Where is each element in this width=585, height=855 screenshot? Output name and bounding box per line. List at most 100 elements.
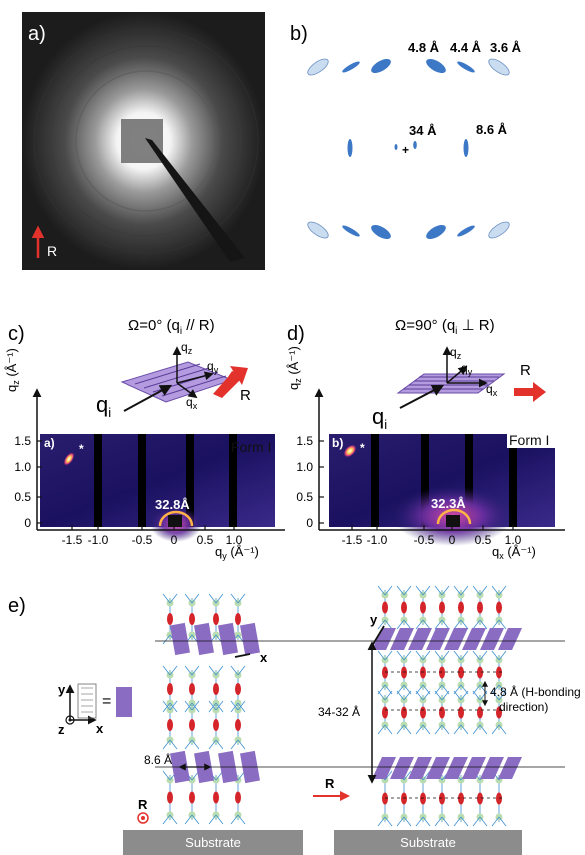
y-tick-label: 0.5 — [14, 490, 31, 504]
inset-label: b) — [332, 436, 343, 450]
hbond-node — [382, 601, 388, 614]
reflection-ellipse — [371, 225, 391, 239]
hbond-node — [401, 792, 407, 805]
lamella — [408, 628, 432, 650]
hbond-node — [382, 666, 388, 679]
d-spacing-34: 34 Å — [409, 123, 437, 138]
axis-x-label: x — [96, 721, 104, 736]
substrate-right-label: Substrate — [400, 835, 456, 850]
hbond-node — [235, 791, 241, 804]
substrate-left — [123, 830, 303, 855]
y-tick-label: 0 — [24, 516, 31, 530]
reflection-ellipse — [371, 59, 391, 73]
hbond-node — [477, 601, 483, 614]
hbond-node — [235, 683, 241, 695]
qy-axis-arrow — [446, 365, 468, 384]
reflection-ellipse — [347, 139, 353, 157]
x-tick-label: -0.5 — [414, 533, 435, 547]
reflection-ellipse — [307, 221, 329, 239]
lamella — [462, 628, 486, 650]
qy-label: qy — [461, 361, 473, 377]
x-tick-label: -1.5 — [342, 533, 363, 547]
panel-d: d) Ω=90° (qi ⊥ R) qz qy qx qi R b) * For… — [286, 317, 565, 561]
qx-label: qx — [486, 382, 498, 398]
x-tick-label: -1.5 — [62, 533, 83, 547]
qz-label: qz — [181, 340, 193, 356]
d-spacing-36: 3.6 Å — [490, 40, 522, 55]
hbond-node — [401, 706, 407, 719]
panel-c: c) Ω=0° (qi // R) qz qy qx qi R a) * For… — [4, 317, 285, 561]
beam-stop-square — [121, 119, 163, 163]
x-tick-label: 0 — [449, 533, 456, 547]
y-tick-label: 1.5 — [14, 434, 31, 448]
panel-d-label: d) — [287, 323, 305, 345]
lamella — [498, 757, 522, 779]
hbond-node — [213, 719, 219, 731]
panel-b-label: b) — [290, 23, 308, 45]
y-ticks: 1.5 1.0 0.5 0 — [296, 434, 324, 530]
panel-a-label: a) — [28, 23, 46, 45]
substrate-left-label: Substrate — [185, 835, 241, 850]
hbond-node — [458, 666, 464, 679]
substrate-right — [334, 830, 522, 855]
r-direction-arrow — [514, 382, 546, 402]
hbond-node — [213, 613, 219, 625]
lamella — [498, 628, 522, 650]
r-direction-arrow — [213, 371, 244, 398]
lamella — [480, 628, 504, 650]
lamella — [218, 622, 238, 656]
reflection-ellipse — [463, 139, 469, 157]
hbond-node — [420, 706, 426, 719]
hbond-node — [401, 666, 407, 679]
z-axis-dot — [65, 715, 75, 725]
x-tick-label: 1.0 — [226, 533, 243, 547]
hbond-node — [167, 791, 173, 804]
left-molecular-stack — [162, 593, 260, 825]
panel-a: a) R — [22, 12, 265, 270]
hbond-label-2: direction) — [499, 700, 548, 714]
star-marker: * — [360, 441, 365, 455]
lamella — [240, 622, 260, 656]
x-direction-label: x — [260, 650, 268, 665]
hbond-node — [439, 601, 445, 614]
reflection-ellipse — [457, 61, 475, 73]
y-axis-label: qz (Å⁻¹) — [286, 346, 303, 390]
d-spacing-86: 8.6 Å — [476, 122, 508, 137]
reflection-ellipse — [342, 61, 360, 73]
qi-label: qi — [372, 404, 387, 432]
hbond-node — [213, 683, 219, 695]
panel-b: b) 4.8 Å 4.4 Å 3.6 Å + 34 Å 8.6 Å — [290, 23, 522, 239]
hbond-node — [420, 792, 426, 805]
hbond-node — [167, 719, 173, 731]
hbond-node — [189, 683, 195, 695]
d-spacing-44: 4.4 Å — [450, 40, 482, 55]
hbond-node — [167, 683, 173, 695]
hbond-node — [382, 706, 388, 719]
inset-label: a) — [44, 436, 55, 450]
lamella — [480, 757, 504, 779]
lamella — [426, 757, 450, 779]
x-axis-label: qx (Å⁻¹) — [492, 544, 536, 561]
panel-c-label: c) — [8, 323, 25, 345]
x-tick-label: 0.5 — [475, 533, 492, 547]
reflection-ellipse — [488, 221, 510, 239]
r-label-left: R — [138, 797, 148, 812]
hbond-label-1: 4.8 Å (H-bonding — [490, 684, 581, 699]
reflection-ellipse — [413, 141, 417, 149]
x-ticks: -1.5 -1.0 -0.5 0 0.5 1.0 — [62, 525, 243, 547]
hbond-node — [496, 706, 502, 719]
molecule-icon — [77, 683, 97, 719]
qi-arrow — [123, 384, 173, 412]
x-tick-label: -1.0 — [88, 533, 109, 547]
equals-sign: = — [102, 693, 111, 710]
r-out-of-plane-icon — [137, 812, 149, 824]
hbond-node — [382, 792, 388, 805]
panel-d-title: Ω=90° (qi ⊥ R) — [395, 317, 495, 337]
hbond-node — [401, 601, 407, 614]
hbond-node — [439, 706, 445, 719]
lamella — [426, 628, 450, 650]
x-tick-label: 1.0 — [505, 533, 522, 547]
form-label: Form I — [231, 439, 271, 455]
y-axis-label: qz (Å⁻¹) — [4, 348, 21, 392]
